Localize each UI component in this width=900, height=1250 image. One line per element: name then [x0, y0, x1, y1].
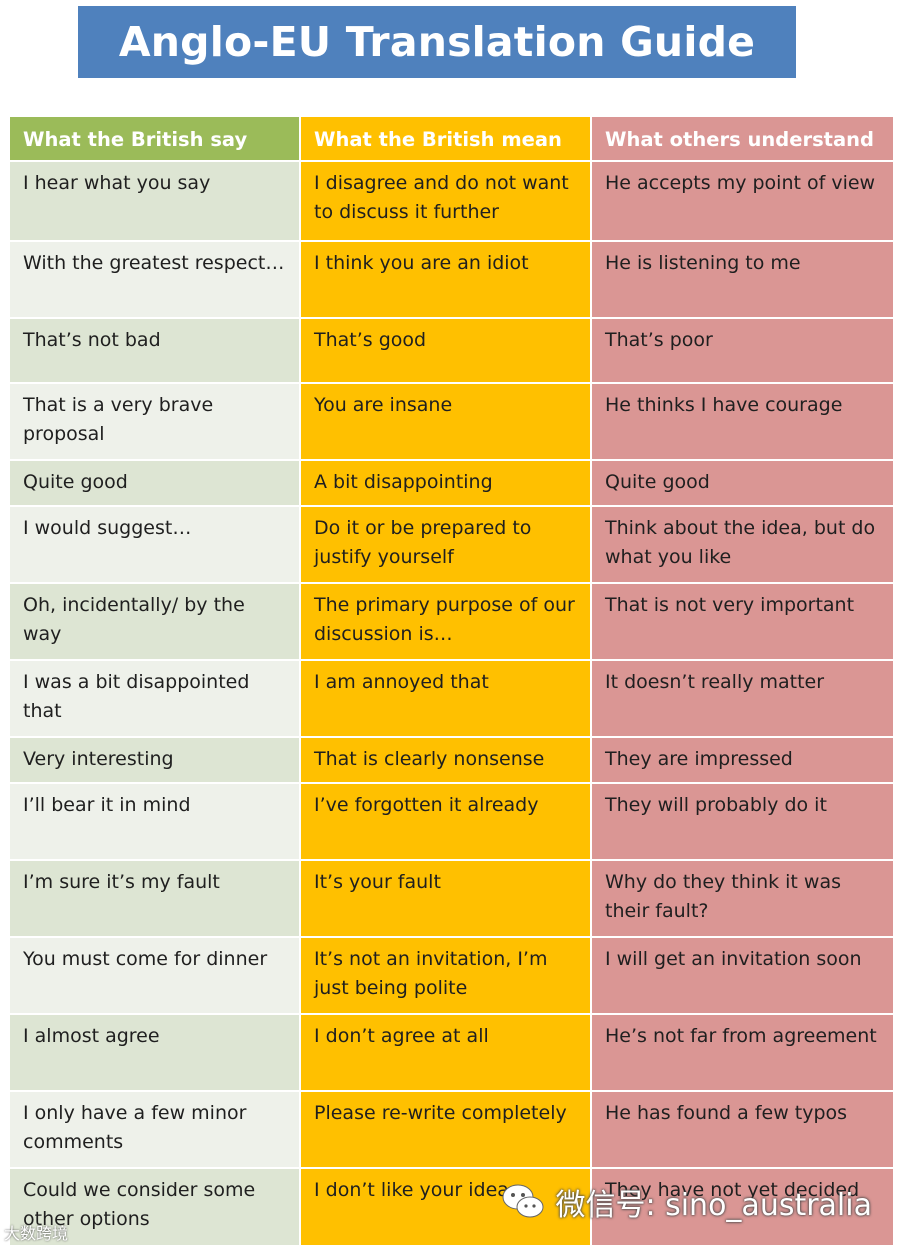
- cell-british-say: I was a bit disappointed that: [10, 661, 299, 738]
- cell-others-understand: They will probably do it: [592, 784, 893, 861]
- translation-table: What the British say What the British me…: [10, 117, 893, 1247]
- cell-others-understand: They have not yet decided: [592, 1169, 893, 1247]
- cell-british-say: I only have a few minor comments: [10, 1092, 299, 1169]
- cell-british-say: That is a very brave proposal: [10, 384, 299, 461]
- cell-others-understand: He’s not far from agreement: [592, 1015, 893, 1092]
- cell-others-understand: That’s poor: [592, 319, 893, 384]
- cell-british-say: I’m sure it’s my fault: [10, 861, 299, 938]
- cell-british-mean: It’s your fault: [301, 861, 590, 938]
- cell-british-say: Oh, incidentally/ by the way: [10, 584, 299, 661]
- wechat-icon: [502, 1184, 544, 1218]
- cell-british-mean: I don’t agree at all: [301, 1015, 590, 1092]
- cell-others-understand: I will get an invitation soon: [592, 938, 893, 1015]
- cell-british-mean: You are insane: [301, 384, 590, 461]
- cell-british-mean: I am annoyed that: [301, 661, 590, 738]
- cell-british-mean: I think you are an idiot: [301, 242, 590, 319]
- cell-british-say: I would suggest…: [10, 507, 299, 584]
- cell-others-understand: He has found a few typos: [592, 1092, 893, 1169]
- title-banner: Anglo-EU Translation Guide: [78, 6, 796, 78]
- cell-british-say: Could we consider some other options: [10, 1169, 299, 1247]
- cell-british-mean: It’s not an invitation, I’m just being p…: [301, 938, 590, 1015]
- cell-british-say: I’ll bear it in mind: [10, 784, 299, 861]
- cell-british-mean: I disagree and do not want to discuss it…: [301, 162, 590, 242]
- cell-british-say: You must come for dinner: [10, 938, 299, 1015]
- cell-others-understand: He thinks I have courage: [592, 384, 893, 461]
- wechat-watermark: 微信号: sino_australia: [501, 1180, 872, 1224]
- cell-british-say: Very interesting: [10, 738, 299, 784]
- cell-british-mean: Please re-write completely: [301, 1092, 590, 1169]
- cell-british-mean: The primary purpose of our discussion is…: [301, 584, 590, 661]
- cell-british-say: I almost agree: [10, 1015, 299, 1092]
- cell-others-understand: He is listening to me: [592, 242, 893, 319]
- corner-watermark: 大数跨境: [4, 1224, 69, 1243]
- header-what-others-understand: What others understand: [592, 117, 893, 162]
- cell-british-say: That’s not bad: [10, 319, 299, 384]
- cell-others-understand: Why do they think it was their fault?: [592, 861, 893, 938]
- cell-british-say: With the greatest respect…: [10, 242, 299, 319]
- cell-british-mean: A bit disappointing: [301, 461, 590, 507]
- cell-british-mean: That’s good: [301, 319, 590, 384]
- cell-british-mean: That is clearly nonsense: [301, 738, 590, 784]
- header-what-british-mean: What the British mean: [301, 117, 590, 162]
- page-title: Anglo-EU Translation Guide: [118, 18, 756, 66]
- cell-british-mean: I’ve forgotten it already: [301, 784, 590, 861]
- header-what-british-say: What the British say: [10, 117, 299, 162]
- cell-others-understand: That is not very important: [592, 584, 893, 661]
- cell-others-understand: Quite good: [592, 461, 893, 507]
- cell-british-say: I hear what you say: [10, 162, 299, 242]
- cell-others-understand: He accepts my point of view: [592, 162, 893, 242]
- cell-british-say: Quite good: [10, 461, 299, 507]
- cell-british-mean: Do it or be prepared to justify yourself: [301, 507, 590, 584]
- cell-others-understand: Think about the idea, but do what you li…: [592, 507, 893, 584]
- cell-others-understand: It doesn’t really matter: [592, 661, 893, 738]
- cell-others-understand: They are impressed: [592, 738, 893, 784]
- watermark-text: 微信号: sino_australia: [555, 1188, 872, 1223]
